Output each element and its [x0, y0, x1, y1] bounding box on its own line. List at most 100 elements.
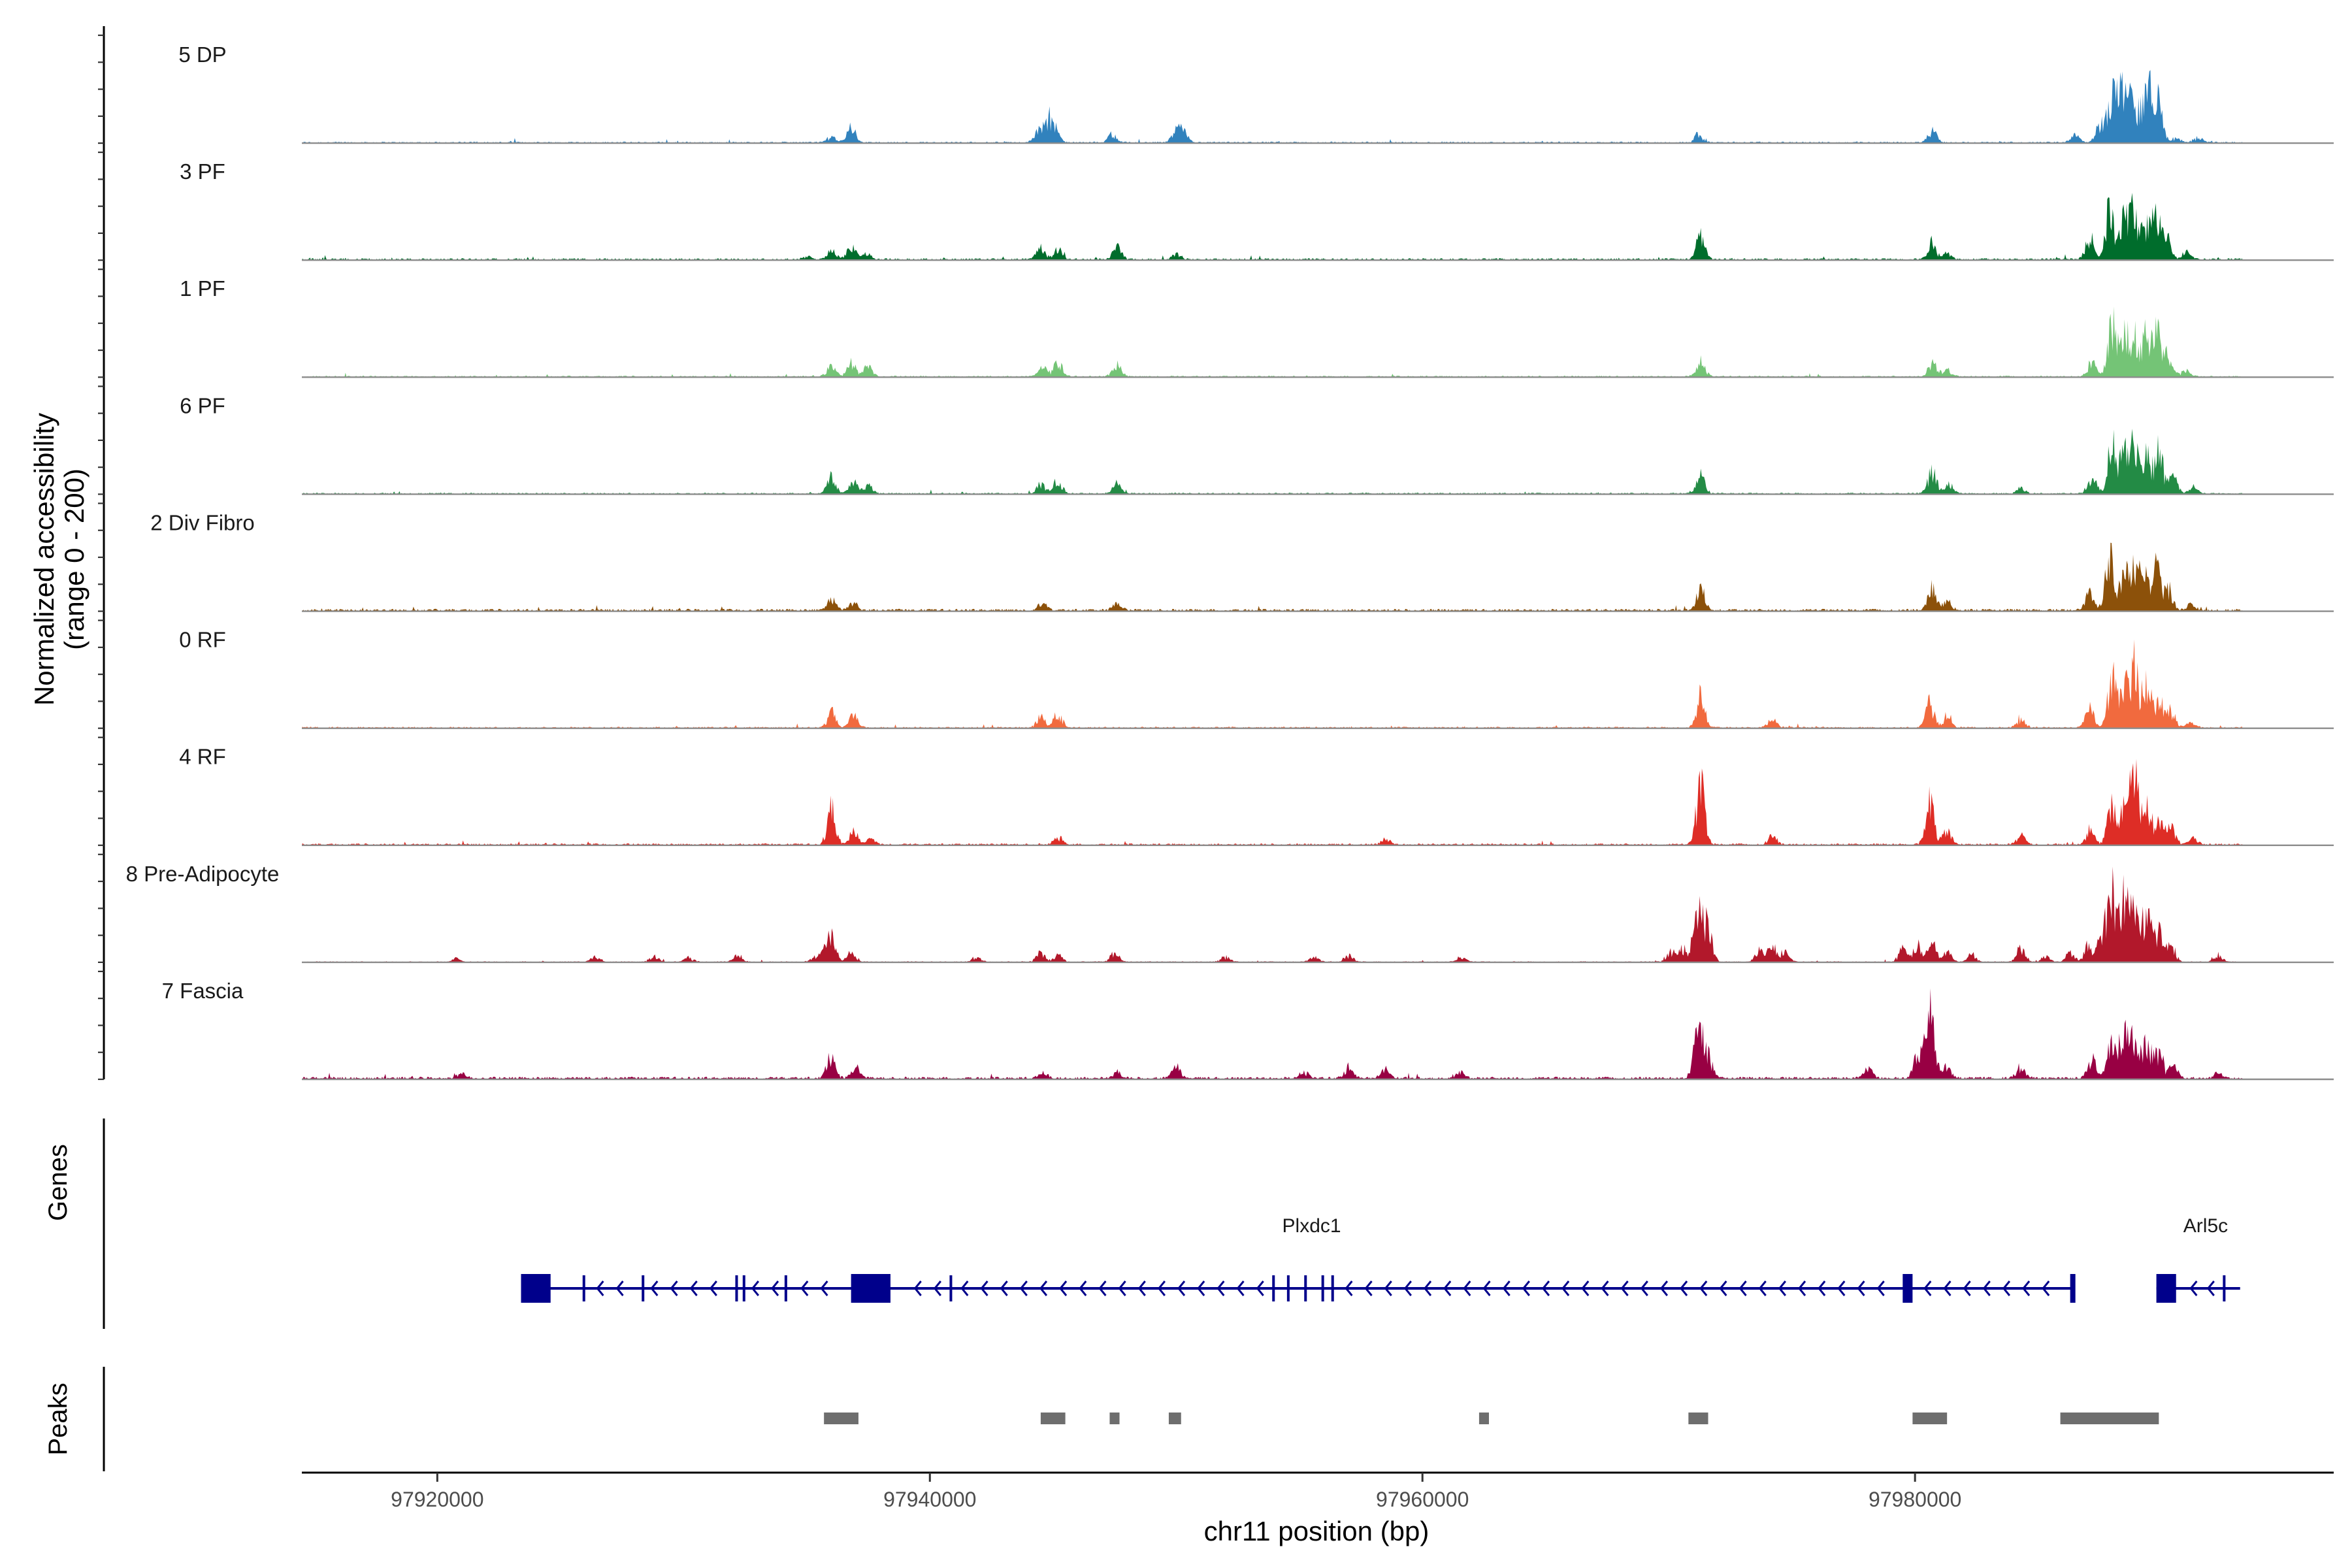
- strand-arrow-icon: [1384, 1281, 1392, 1296]
- track-5-dp: 5 DP: [178, 42, 2334, 144]
- strand-arrow-icon: [1157, 1281, 1166, 1296]
- strand-arrow-icon: [1217, 1281, 1225, 1296]
- strand-arrow-icon: [2002, 1281, 2011, 1296]
- strand-arrow-icon: [1177, 1281, 1186, 1296]
- coverage-area: [302, 429, 2243, 495]
- strand-arrow-icon: [771, 1281, 779, 1296]
- x-axis-title: chr11 position (bp): [1204, 1516, 1429, 1546]
- strand-arrow-icon: [1019, 1281, 1028, 1296]
- gene-label: Plxdc1: [1282, 1215, 1341, 1237]
- strand-arrow-icon: [1857, 1281, 1865, 1296]
- strand-arrow-icon: [1424, 1281, 1432, 1296]
- coverage-area: [302, 759, 2243, 845]
- strand-arrow-icon: [1463, 1281, 1471, 1296]
- strand-arrow-icon: [980, 1281, 988, 1296]
- genes-layer: Plxdc1 Arl5c: [521, 1215, 2240, 1303]
- peak-region: [1912, 1413, 1948, 1424]
- strand-arrow-icon: [1482, 1281, 1491, 1296]
- peak-region: [2060, 1413, 2159, 1424]
- genes-panel-title: Genes: [44, 1144, 73, 1221]
- gene-plxdc1: Plxdc1: [521, 1215, 2076, 1303]
- coverage-area: [302, 542, 2243, 612]
- strand-arrow-icon: [1680, 1281, 1688, 1296]
- gene-exon: [742, 1275, 745, 1301]
- strand-arrow-icon: [1137, 1281, 1146, 1296]
- strand-arrow-icon: [1541, 1281, 1550, 1296]
- y-axis-title-line2: (range 0 - 200): [59, 468, 90, 650]
- track-3-pf: 3 PF: [180, 159, 2334, 261]
- gene-exon: [521, 1274, 551, 1303]
- strand-arrow-icon: [1982, 1281, 1991, 1296]
- coverage-area: [302, 988, 2243, 1079]
- track-label: 5 DP: [178, 42, 226, 67]
- strand-arrow-icon: [596, 1281, 604, 1296]
- strand-arrow-icon: [1581, 1281, 1590, 1296]
- strand-arrow-icon: [1039, 1281, 1048, 1296]
- track-0-rf: 0 RF: [179, 628, 2334, 729]
- peak-region: [1478, 1413, 1489, 1424]
- axes-layer: 97920000 97940000 97960000 97980000: [98, 26, 2334, 1511]
- strand-arrow-icon: [820, 1281, 828, 1296]
- gene-exon: [1903, 1274, 1913, 1303]
- x-tick-label: 97980000: [1869, 1488, 1961, 1511]
- track-label: 4 RF: [179, 745, 226, 769]
- strand-arrow-icon: [1059, 1281, 1068, 1296]
- strand-arrow-icon: [1659, 1281, 1669, 1296]
- track-label: 6 PF: [180, 393, 225, 417]
- gene-exon: [1286, 1275, 1290, 1301]
- track-label: 1 PF: [180, 276, 225, 301]
- strand-arrow-icon: [1236, 1281, 1245, 1296]
- strand-arrow-icon: [2042, 1281, 2050, 1296]
- gene-label: Arl5c: [2183, 1215, 2228, 1237]
- strand-arrow-icon: [1118, 1281, 1126, 1296]
- strand-arrow-icon: [2022, 1281, 2031, 1296]
- track-8-pre-adipocyte: 8 Pre-Adipocyte: [126, 862, 2334, 964]
- strand-arrow-icon: [1620, 1281, 1629, 1296]
- tracks-layer: 5 DP 3 PF 1 PF 6 PF 2 Div Fibro 0 RF 4 RF 8 Pre…: [126, 42, 2334, 1081]
- track-2-div-fibro: 2 Div Fibro: [150, 510, 2334, 612]
- peak-region: [1040, 1413, 1066, 1424]
- y-axis-title-line1: Normalized accessibility: [29, 413, 59, 706]
- strand-arrow-icon: [1818, 1281, 1826, 1296]
- strand-arrow-icon: [2189, 1281, 2198, 1296]
- strand-arrow-icon: [2206, 1281, 2215, 1296]
- gene-exon: [2156, 1274, 2176, 1303]
- coverage-area: [302, 70, 2243, 144]
- peak-region: [1109, 1413, 1120, 1424]
- strand-arrow-icon: [650, 1281, 659, 1296]
- strand-arrow-icon: [751, 1281, 760, 1296]
- gene-exon: [642, 1275, 645, 1301]
- x-tick-label: 97940000: [883, 1488, 976, 1511]
- strand-arrow-icon: [1000, 1281, 1008, 1296]
- gene-exon: [2070, 1274, 2076, 1303]
- strand-arrow-icon: [1522, 1281, 1530, 1296]
- strand-arrow-icon: [615, 1281, 624, 1296]
- peak-region: [824, 1413, 858, 1424]
- gene-exon: [2223, 1275, 2226, 1301]
- strand-arrow-icon: [1197, 1281, 1205, 1296]
- x-tick-label: 97960000: [1376, 1488, 1469, 1511]
- strand-arrow-icon: [1601, 1281, 1609, 1296]
- strand-arrow-icon: [913, 1281, 922, 1296]
- strand-arrow-icon: [1079, 1281, 1087, 1296]
- strand-arrow-icon: [933, 1281, 941, 1296]
- gene-exon: [949, 1275, 953, 1301]
- strand-arrow-icon: [1364, 1281, 1373, 1296]
- gene-arl5c: Arl5c: [2156, 1215, 2240, 1303]
- strand-arrow-icon: [1798, 1281, 1806, 1296]
- track-label: 7 Fascia: [162, 979, 244, 1003]
- track-label: 0 RF: [179, 628, 226, 652]
- coverage-area: [302, 306, 2243, 378]
- strand-arrow-icon: [1699, 1281, 1708, 1296]
- strand-arrow-icon: [1502, 1281, 1511, 1296]
- peaks-panel-title: Peaks: [44, 1382, 73, 1455]
- gene-exon: [582, 1275, 585, 1301]
- strand-arrow-icon: [1739, 1281, 1747, 1296]
- track-4-rf: 4 RF: [179, 745, 2334, 846]
- gene-exon: [851, 1274, 890, 1303]
- gene-exon: [784, 1275, 787, 1301]
- strand-arrow-icon: [1758, 1281, 1767, 1296]
- strand-arrow-icon: [1778, 1281, 1786, 1296]
